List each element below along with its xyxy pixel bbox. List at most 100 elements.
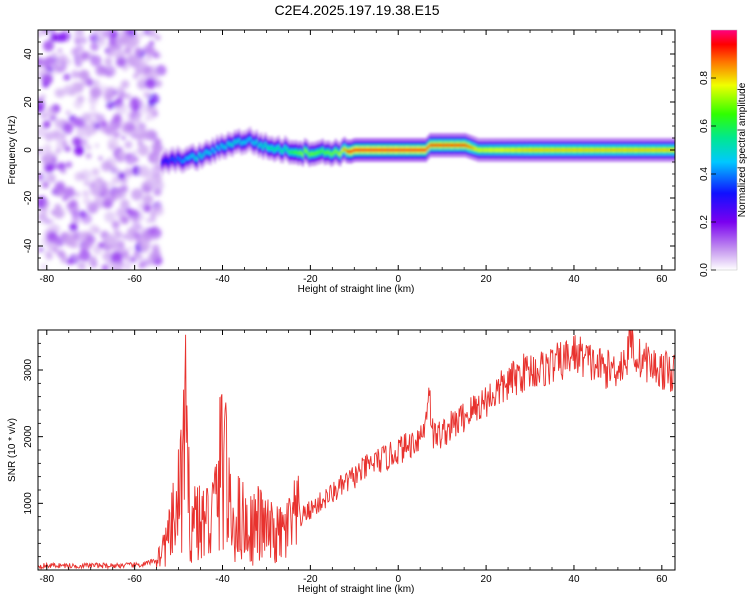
noise-blob <box>65 161 73 168</box>
ridge-cell <box>424 148 428 152</box>
ridge-cell <box>538 148 542 152</box>
noise-blob <box>41 181 50 189</box>
ridge-cell <box>413 148 417 152</box>
ridge-cell <box>499 148 502 152</box>
ridge-cell <box>231 143 234 147</box>
noise-blob <box>134 47 143 56</box>
noise-blob <box>50 33 60 42</box>
ridge-cell <box>547 148 551 152</box>
noise-blob <box>124 30 132 35</box>
noise-blob <box>44 218 51 225</box>
noise-blob <box>64 145 71 152</box>
ridge-cell <box>451 143 454 147</box>
ridge-cell <box>251 140 254 144</box>
x-tick-label: 60 <box>656 274 668 285</box>
ridge-cell <box>288 151 291 154</box>
ridge-cell <box>402 148 406 152</box>
ridge-cell <box>411 148 414 152</box>
noise-blob <box>53 247 58 253</box>
noise-blob <box>38 126 47 138</box>
noise-blob <box>54 203 61 211</box>
ridge-cell <box>648 148 652 152</box>
noise-blob <box>41 73 53 85</box>
ridge-cell <box>422 148 425 152</box>
ridge-cell <box>306 150 309 154</box>
ridge-cell <box>218 147 221 151</box>
noise-blob <box>83 197 91 205</box>
noise-blob <box>89 224 99 234</box>
ridge-cell <box>514 148 518 152</box>
noise-blob <box>104 48 109 53</box>
noise-blob <box>117 150 127 159</box>
noise-blob <box>91 168 100 176</box>
noise-blob <box>101 198 112 209</box>
noise-blob <box>106 100 116 110</box>
noise-blob <box>137 202 146 210</box>
ridge-cell <box>565 148 568 152</box>
noise-blob <box>148 100 155 108</box>
ridge-cell <box>584 148 588 152</box>
ridge-cell <box>391 148 395 152</box>
ridge-cell <box>299 151 302 155</box>
ridge-cell <box>290 150 294 154</box>
ridge-cell <box>611 148 614 152</box>
ridge-cell <box>393 148 397 152</box>
noise-blob <box>113 90 118 95</box>
ridge-cell <box>198 153 201 156</box>
noise-blob <box>111 220 120 229</box>
ridge-cell <box>435 143 439 147</box>
ridge-cell <box>483 148 487 152</box>
ridge-cell <box>387 148 390 152</box>
noise-blob <box>82 240 92 250</box>
noise-blob <box>115 240 125 250</box>
noise-blob <box>51 115 57 121</box>
noise-blob <box>105 234 118 247</box>
noise-blob <box>142 194 154 205</box>
noise-blob <box>122 38 130 46</box>
noise-blob <box>137 144 150 156</box>
ridge-cell <box>488 148 491 152</box>
x-tick-label: -20 <box>303 574 318 585</box>
ridge-cell <box>369 148 373 152</box>
ridge-cell <box>255 140 259 144</box>
ridge-cell <box>363 148 366 152</box>
noise-blob <box>85 78 94 87</box>
noise-blob <box>132 73 139 79</box>
ridge-cell <box>569 148 573 152</box>
noise-blob <box>73 99 83 109</box>
noise-blob <box>133 231 142 240</box>
ridge-cell <box>475 147 478 151</box>
colorbar-frame <box>710 29 738 271</box>
ridge-cell <box>270 146 274 150</box>
noise-blob <box>124 47 133 55</box>
ridge-cell <box>479 148 483 152</box>
ridge-cell <box>341 149 344 153</box>
noise-blob <box>38 152 41 158</box>
noise-blob <box>155 35 161 41</box>
ridge-cell <box>633 148 636 152</box>
x-tick-label: -60 <box>127 574 142 585</box>
noise-blob <box>146 217 153 224</box>
noise-blob <box>62 195 68 202</box>
ridge-cell <box>196 157 199 161</box>
noise-blob <box>123 167 134 178</box>
ridge-cell <box>437 143 441 147</box>
ridge-cell <box>310 152 313 156</box>
noise-blob <box>56 33 66 43</box>
ridge-cell <box>259 143 263 146</box>
noise-blob <box>122 233 129 240</box>
noise-blob <box>63 73 71 81</box>
noise-blob <box>52 52 58 58</box>
ridge-cell <box>567 148 570 152</box>
ridge-cell <box>204 150 208 154</box>
y-tick-label: 40 <box>23 48 34 60</box>
y-tick-label: 1000 <box>23 492 34 515</box>
noise-blob <box>99 192 105 198</box>
noise-blob <box>115 102 127 115</box>
ridge-cell <box>185 157 188 160</box>
ridge-cell <box>622 148 625 152</box>
noise-blob <box>102 187 110 194</box>
noise-blob <box>112 113 122 123</box>
ridge-cell <box>237 139 241 142</box>
